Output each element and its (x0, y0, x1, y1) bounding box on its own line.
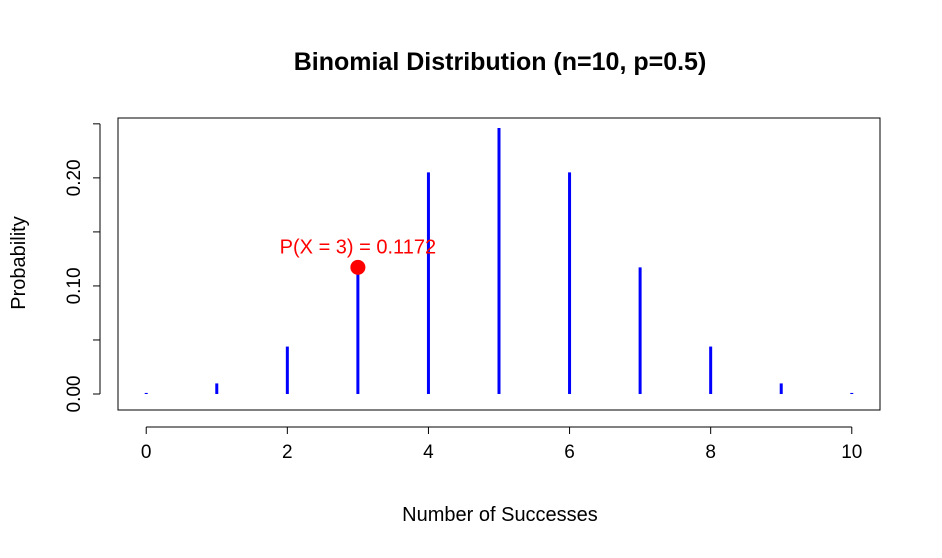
y-axis-label: Probability (8, 216, 30, 309)
x-tick-label: 0 (141, 442, 152, 463)
x-tick-label: 2 (282, 442, 293, 463)
y-axis: 0.00 0.10 0.20 (64, 123, 101, 413)
highlight-point (350, 259, 366, 275)
y-tick-label: 0.00 (64, 376, 85, 413)
x-axis: 0 2 4 6 8 10 (141, 426, 862, 463)
x-axis-label: Number of Successes (402, 504, 598, 526)
plot-frame (117, 117, 881, 411)
x-tick-label: 8 (705, 442, 716, 463)
bar-group (144, 128, 854, 395)
chart-title: Binomial Distribution (n=10, p=0.5) (294, 48, 707, 76)
highlight-label: P(X = 3) = 0.1172 (280, 236, 436, 258)
x-tick-label: 10 (841, 442, 862, 463)
x-tick-label: 4 (423, 442, 434, 463)
highlight-group: P(X = 3) = 0.1172 (280, 236, 436, 275)
y-tick-label: 0.10 (64, 267, 85, 304)
y-tick-label: 0.20 (64, 159, 85, 196)
x-tick-label: 6 (564, 442, 575, 463)
